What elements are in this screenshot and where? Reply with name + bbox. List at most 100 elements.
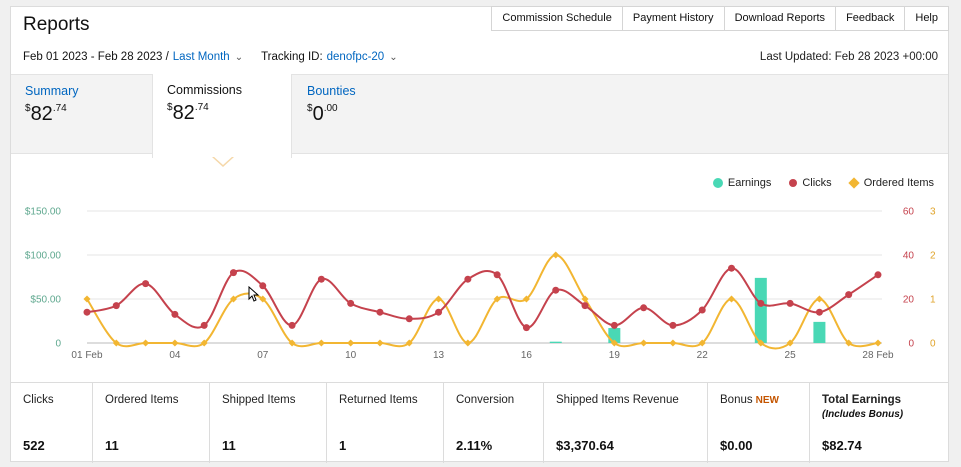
y-right-tick-label: 3 (930, 207, 936, 218)
stat-shipped-items-revenue: Shipped Items Revenue $3,370.64 (544, 383, 708, 463)
tracking-id-selector[interactable]: denofpc-20 (326, 51, 385, 63)
legend-label: Ordered Items (863, 177, 934, 189)
tab-summary[interactable]: Summary $82.74 (11, 75, 152, 155)
ordered-items-point (288, 339, 296, 347)
ordered-items-point (698, 339, 706, 347)
x-tick-label: 25 (785, 350, 797, 361)
ordered-items-point (669, 339, 677, 347)
tab-amount: $82.74 (167, 102, 209, 124)
help-button[interactable]: Help (905, 6, 949, 31)
clicks-point (83, 308, 91, 316)
ordered-items-point (435, 295, 443, 303)
stat-total-earnings: Total Earnings (Includes Bonus) $82.74 (810, 383, 946, 463)
ordered-items-point (727, 295, 736, 303)
legend-label: Clicks (802, 177, 832, 189)
stats-bar: Clicks 522 Ordered Items 11 Shipped Items 11 R… (11, 382, 948, 463)
clicks-line (86, 267, 879, 329)
stat-value: $0.00 (720, 438, 753, 453)
x-tick-label: 07 (257, 350, 269, 361)
commission-schedule-button[interactable]: Commission Schedule (491, 6, 623, 31)
ordered-items-point (493, 295, 501, 303)
chevron-down-icon[interactable]: ⌄ (389, 51, 398, 63)
y-right-tick-label: 0 (930, 339, 936, 350)
date-range: Feb 01 2023 - Feb 28 2023 / (23, 51, 169, 63)
tab-label: Commissions (167, 83, 243, 97)
period-selector[interactable]: Last Month (172, 51, 230, 63)
mouse-cursor-icon (248, 286, 260, 302)
y-mid-tick-label: 60 (903, 207, 915, 218)
earnings-bar (754, 277, 767, 343)
ordered-items-point (112, 339, 120, 347)
clicks-point (376, 308, 384, 316)
stat-label: Total Earnings (822, 394, 902, 406)
payment-history-button[interactable]: Payment History (622, 6, 725, 31)
ordered-items-point (405, 339, 413, 347)
stat-value: 2.11% (456, 438, 493, 453)
legend-marker (712, 178, 723, 188)
ordered-items-point (786, 339, 794, 347)
feedback-button[interactable]: Feedback (836, 6, 906, 31)
stat-value: 522 (23, 438, 45, 453)
stat-value: 1 (339, 438, 347, 453)
page-title: Reports (23, 14, 90, 35)
chart-legend: Earnings Clicks Ordered Items (695, 177, 934, 189)
ordered-items-point (317, 339, 325, 347)
clicks-point (493, 271, 501, 279)
y-mid-tick-label: 0 (908, 339, 914, 350)
stat-returned-items: Returned Items 1 (327, 383, 444, 463)
clicks-point (874, 271, 882, 279)
clicks-point (757, 299, 765, 307)
tab-bounties[interactable]: Bounties $0.00 (293, 75, 433, 155)
stat-label: Ordered Items (105, 394, 179, 406)
last-updated: Last Updated: Feb 28 2023 +00:00 (759, 51, 938, 63)
stat-label: Conversion (456, 394, 515, 406)
earnings-bar (549, 341, 562, 343)
ordered-items-point (640, 339, 648, 347)
clicks-point (815, 308, 823, 316)
stat-label: Clicks (23, 394, 54, 406)
stat-label: Shipped Items (222, 394, 296, 406)
ordered-items-point (142, 339, 150, 347)
earnings-bar (813, 321, 826, 343)
x-tick-label: 16 (521, 350, 533, 361)
y-left-tick-label: 0 (55, 339, 61, 350)
clicks-point (522, 324, 530, 332)
ordered-items-point (874, 339, 882, 347)
ordered-items-point (581, 295, 589, 303)
clicks-point (552, 286, 560, 294)
download-reports-button[interactable]: Download Reports (724, 6, 837, 31)
clicks-point (435, 308, 443, 316)
tab-amount: $82.74 (25, 103, 67, 125)
clicks-point (317, 275, 325, 283)
y-right-tick-label: 2 (930, 251, 936, 262)
clicks-point (640, 304, 648, 312)
ordered-items-point (376, 339, 384, 347)
x-tick-label: 01 Feb (71, 350, 103, 361)
legend-marker (789, 179, 798, 187)
ordered-items-line (86, 253, 879, 350)
tracking-id-label: Tracking ID: (261, 51, 323, 63)
clicks-point (464, 275, 472, 283)
clicks-point (347, 299, 355, 307)
chevron-down-icon[interactable]: ⌄ (234, 51, 244, 63)
clicks-point (259, 282, 267, 290)
clicks-point (229, 269, 237, 277)
tab-label: Summary (25, 84, 79, 98)
tab-commissions[interactable]: Commissions $82.74 (152, 74, 292, 158)
legend-ordered-items[interactable]: Ordered Items (848, 177, 934, 189)
y-left-tick-label: $50.00 (30, 295, 61, 306)
clicks-point (669, 321, 677, 329)
legend-earnings[interactable]: Earnings (712, 177, 771, 189)
stat-label: Returned Items (339, 394, 418, 406)
clicks-point (288, 321, 296, 329)
active-tab-pointer (212, 156, 234, 167)
ordered-items-point (757, 339, 765, 347)
clicks-point (142, 280, 150, 288)
stat-sublabel: (Includes Bonus) (822, 409, 904, 420)
y-right-tick-label: 1 (930, 295, 936, 306)
reports-panel: Reports Commission Schedule Payment Hist… (10, 6, 949, 463)
clicks-point (610, 321, 618, 329)
ordered-items-point (200, 339, 208, 347)
stat-value: 11 (222, 438, 236, 453)
legend-clicks[interactable]: Clicks (789, 177, 832, 189)
